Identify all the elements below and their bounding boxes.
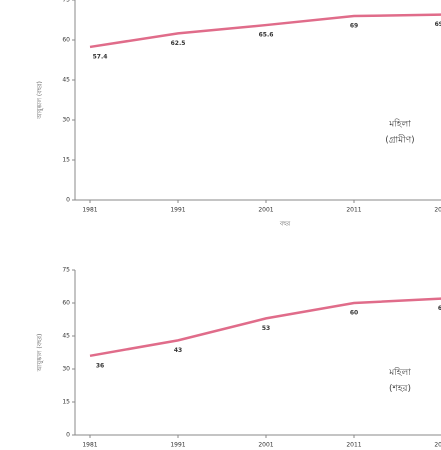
y-tick-label: 60 (62, 37, 70, 44)
data-label: 57.4 (93, 53, 108, 60)
y-tick-label: 45 (62, 77, 70, 84)
data-label: 53 (262, 325, 270, 332)
data-label: 62.5 (171, 40, 186, 47)
line (89, 13, 441, 49)
line (89, 297, 441, 358)
x-axis-label: বছর (279, 221, 291, 228)
data-label: 62 (438, 305, 441, 312)
y-tick-label: 15 (62, 399, 70, 406)
y-tick-label: 75 (62, 267, 70, 274)
data-label: 43 (174, 347, 182, 354)
data-label: 69.5 (435, 21, 441, 28)
y-tick-label: 0 (66, 432, 70, 439)
x-tick-label: 2016 (434, 442, 441, 449)
y-tick-label: 30 (62, 117, 70, 124)
annotation: মহিলা (388, 367, 411, 378)
x-tick-label: 2016 (434, 207, 441, 214)
data-label: 60 (350, 310, 358, 317)
data-label: 65.6 (259, 32, 274, 39)
y-tick-label: 45 (62, 333, 70, 340)
y-tick-label: 15 (62, 157, 70, 164)
y-tick-label: 60 (62, 300, 70, 307)
y-tick-label: 0 (66, 197, 70, 204)
y-tick-label: 75 (62, 0, 70, 4)
y-axis-label: আয়ুষ্কাল (বছর) (37, 81, 44, 120)
x-tick-label: 2011 (346, 442, 361, 449)
x-tick-label: 1991 (170, 207, 185, 214)
x-tick-label: 1981 (82, 442, 97, 449)
x-tick-label: 2001 (258, 442, 273, 449)
x-tick-label: 2011 (346, 207, 361, 214)
y-tick-label: 30 (62, 366, 70, 373)
x-tick-label: 1991 (170, 442, 185, 449)
annotation: (শহর) (389, 384, 411, 394)
data-label: 69 (350, 23, 358, 30)
annotation: (গ্রামীণ) (385, 134, 414, 146)
x-tick-label: 1981 (82, 207, 97, 214)
x-tick-label: 2001 (258, 207, 273, 214)
annotation: মহিলা (388, 119, 411, 130)
y-axis-label: আয়ুষ্কাল (বছর) (37, 334, 44, 373)
data-label: 36 (96, 362, 104, 369)
